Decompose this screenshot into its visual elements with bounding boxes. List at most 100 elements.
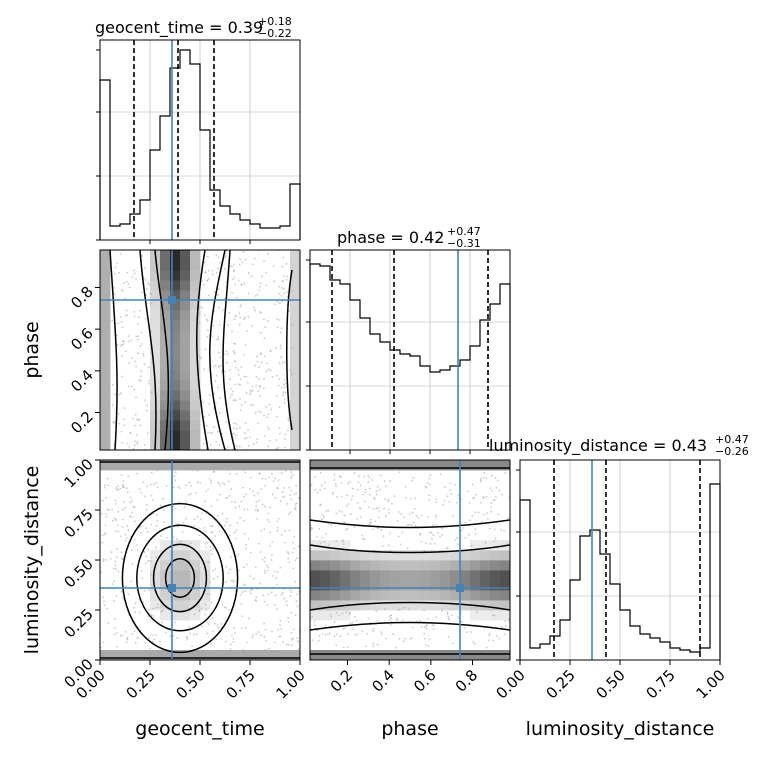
sample-point [372,528,374,531]
sample-point [260,411,262,414]
sample-point [136,636,139,639]
sample-point [218,483,221,486]
density-cell [460,570,471,581]
density-cell [100,330,111,341]
density-cell [150,300,161,311]
density-cell [330,650,341,661]
sample-point [219,261,221,264]
sample-point [125,350,127,353]
sample-point [232,448,235,450]
sample-point [173,475,176,478]
sample-point [329,613,332,616]
sample-point [216,430,219,433]
density-cell [190,610,201,621]
sample-point [130,339,132,342]
sample-point [202,401,204,403]
sample-point [205,546,207,549]
density-cell [460,650,471,661]
sample-point [130,500,133,503]
sample-point [123,407,126,410]
sample-point [121,326,124,329]
sample-point [150,523,153,526]
sample-point [122,343,125,345]
sample-point [231,579,234,582]
density-cell [170,260,181,271]
sample-point [372,627,375,630]
sample-point [119,634,122,637]
sample-point [146,530,149,533]
sample-point [248,272,250,274]
sample-point [428,494,431,497]
sample-point [211,616,214,619]
sample-point [117,322,120,325]
sample-point [428,477,431,480]
sample-point [131,511,133,514]
density-cell [320,610,331,621]
sample-point [368,487,371,490]
sample-point [202,283,205,286]
density-cell [100,430,111,441]
sample-point [119,344,122,347]
sample-point [204,542,207,545]
sample-point [176,522,179,525]
density-cell [260,650,271,661]
sample-point [280,295,283,297]
sample-point [219,588,222,591]
sample-point [239,378,242,381]
sample-point [113,517,116,520]
density-cell [350,560,361,571]
sample-point [260,487,263,490]
sample-point [290,468,293,471]
sample-point [150,292,152,295]
density-cell [500,550,511,561]
ytick-label-phase-0: 0.2 [67,408,97,438]
sample-point [116,262,119,265]
density-cell [480,590,491,601]
sample-point [258,366,261,369]
sample-point [207,488,209,491]
sample-point [225,607,228,609]
title-luminosity-distance-minus: −0.26 [715,445,749,458]
density-cell [450,600,461,611]
sample-point [274,641,276,644]
sample-point [121,518,124,521]
sample-point [229,524,232,527]
sample-point [271,575,274,577]
sample-point [280,472,283,474]
sample-point [132,505,135,508]
sample-point [296,605,299,608]
density-cell [100,320,111,331]
sample-point [277,446,280,449]
density-cell [450,560,461,571]
density-cell [160,580,171,591]
sample-point [336,495,339,498]
sample-point [278,292,281,295]
sample-point [472,641,475,643]
sample-point [392,633,395,636]
density-cell [430,580,441,591]
sample-point [133,444,136,447]
sample-point [412,477,415,479]
sample-point [264,556,266,559]
sample-point [289,511,292,514]
sample-point [157,606,160,609]
density-cell [460,590,471,601]
sample-point [335,512,338,515]
sample-point [271,650,274,653]
sample-point [119,535,122,538]
sample-point [284,530,286,533]
sample-point [247,315,250,318]
density-cell [170,380,181,391]
sample-point [311,639,314,642]
density-cell [180,250,191,261]
sample-point [206,632,209,635]
sample-point [118,393,121,396]
sample-point [242,495,245,498]
sample-point [446,495,449,498]
sample-point [184,500,187,503]
sample-point [269,531,272,534]
sample-point [174,471,177,474]
sample-point [212,325,215,327]
sample-point [480,520,483,523]
sample-point [474,533,477,536]
